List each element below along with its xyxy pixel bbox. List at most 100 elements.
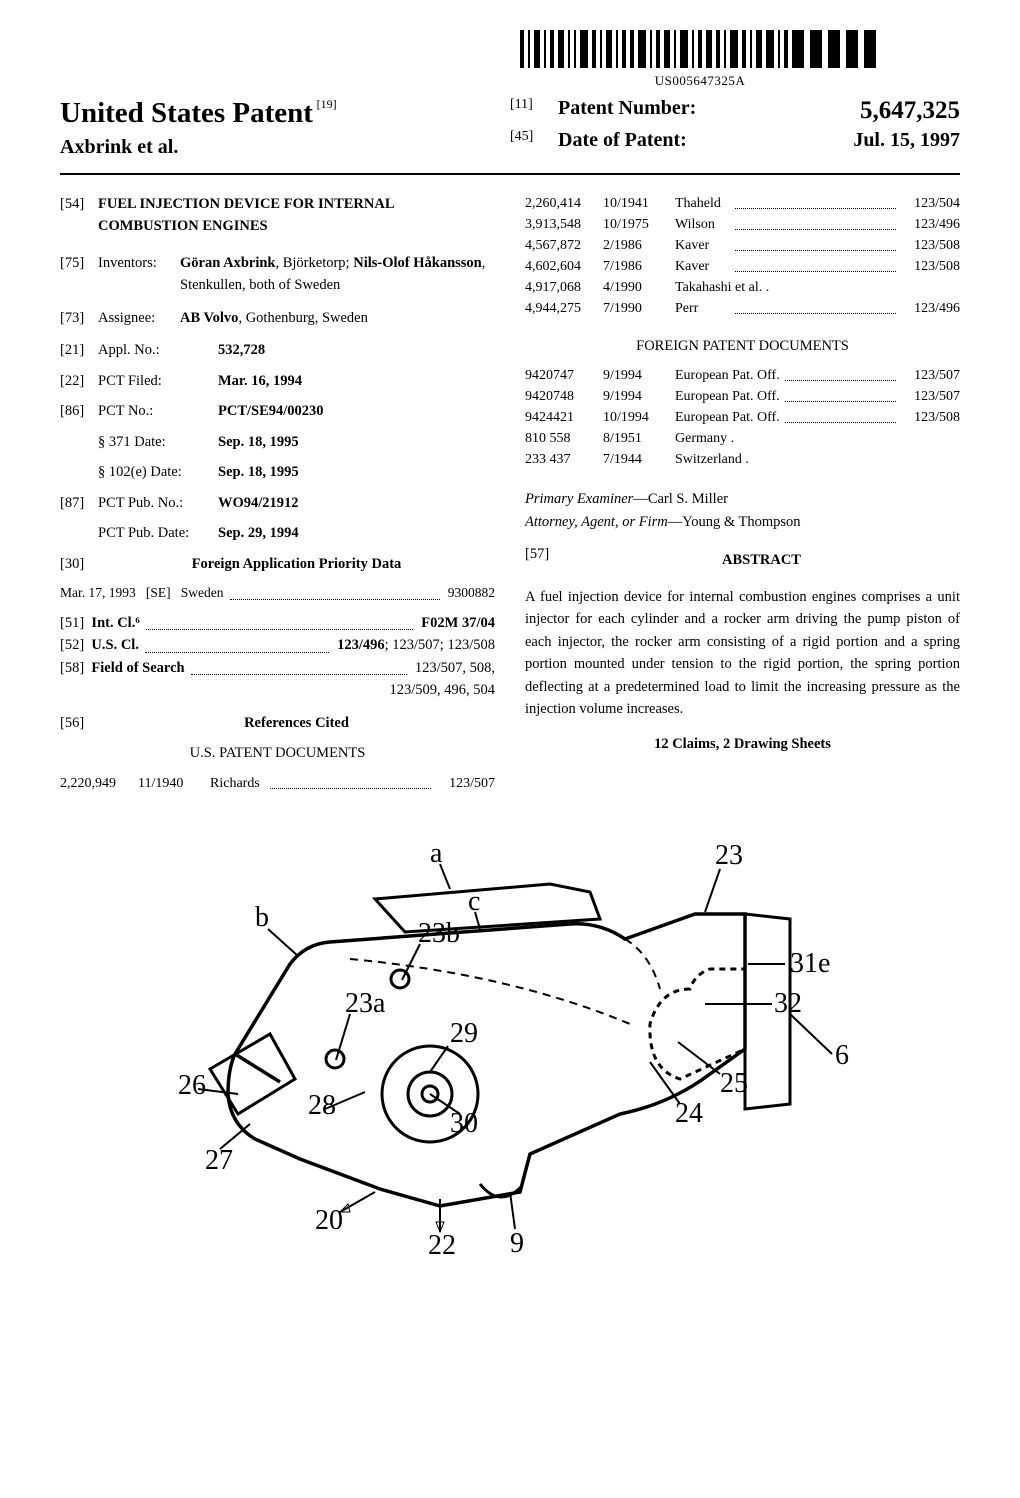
- patent-header: United States Patent [19] Axbrink et al.…: [60, 97, 960, 159]
- intcl-code: [51]: [60, 615, 84, 631]
- reference-row: 810 5588/1951Germany .: [525, 428, 960, 449]
- patent-figure: 23 31 e 32 25 24 6 26 27 23a 23b 29 30 2…: [60, 814, 960, 1299]
- usdocs-title: U.S. PATENT DOCUMENTS: [60, 742, 495, 764]
- svg-text:30: 30: [450, 1108, 478, 1139]
- s371-value: Sep. 18, 1995: [218, 431, 495, 453]
- svg-text:23: 23: [715, 840, 743, 871]
- invention-code: [54]: [60, 193, 98, 238]
- fp-number: 9300882: [444, 583, 495, 604]
- appl-code: [21]: [60, 339, 98, 361]
- title-code: [19]: [317, 97, 337, 111]
- pctno-label: PCT No.:: [98, 400, 218, 422]
- reference-row: 2,220,94911/1940Richards123/507: [60, 773, 495, 794]
- refs-title: References Cited: [98, 712, 495, 734]
- abstract-text: A fuel injection device for internal com…: [525, 586, 960, 721]
- claims-sheets: 12 Claims, 2 Drawing Sheets: [525, 733, 960, 755]
- inventor-header: Axbrink et al.: [60, 136, 510, 159]
- svg-text:b: b: [255, 902, 269, 933]
- intcl-label: Int. Cl.⁶: [91, 615, 139, 631]
- reference-row: 233 4377/1944Switzerland .: [525, 449, 960, 470]
- reference-row: 4,917,0684/1990Takahashi et al. .: [525, 277, 960, 298]
- refs-code: [56]: [60, 712, 98, 734]
- field-value2: 123/509, 496, 504: [60, 679, 495, 701]
- patent-date: Jul. 15, 1997: [760, 129, 960, 152]
- svg-text:a: a: [430, 838, 443, 869]
- reference-row: 942442110/1994European Pat. Off.123/508: [525, 407, 960, 428]
- pctfiled-code: [22]: [60, 370, 98, 392]
- reference-row: 4,944,2757/1990Perr123/496: [525, 298, 960, 319]
- uscl-label: U.S. Cl.: [91, 637, 139, 653]
- inventors-text: Göran Axbrink, Björketorp; Nils-Olof Håk…: [180, 252, 495, 297]
- assignee-code: [73]: [60, 307, 98, 329]
- svg-text:32: 32: [774, 988, 802, 1019]
- foreigndocs-title: FOREIGN PATENT DOCUMENTS: [525, 335, 960, 357]
- uscl-value: 123/496; 123/507; 123/508: [333, 634, 495, 656]
- svg-text:28: 28: [308, 1090, 336, 1121]
- right-column: 2,260,41410/1941Thaheld123/5043,913,5481…: [525, 193, 960, 794]
- field-value1: 123/507, 508,: [411, 657, 495, 679]
- s102e-label: § 102(e) Date:: [98, 461, 218, 483]
- biblio-columns: [54] FUEL INJECTION DEVICE FOR INTERNAL …: [60, 193, 960, 794]
- inventors-code: [75]: [60, 252, 98, 297]
- svg-text:6: 6: [835, 1040, 849, 1071]
- uscl-code: [52]: [60, 637, 84, 653]
- inventors-label: Inventors:: [98, 252, 180, 297]
- svg-text:25: 25: [720, 1068, 748, 1099]
- fp-date: Mar. 17, 1993 [SE] Sweden: [60, 583, 228, 604]
- examiner-label: Primary Examiner: [525, 491, 633, 507]
- barcode-block: US005647325A: [440, 30, 960, 89]
- field-code: [58]: [60, 660, 84, 676]
- appl-label: Appl. No.:: [98, 339, 218, 361]
- us-docs-right: 2,260,41410/1941Thaheld123/5043,913,5481…: [525, 193, 960, 319]
- pctpubno-label: PCT Pub. No.:: [98, 492, 218, 514]
- svg-text:29: 29: [450, 1018, 478, 1049]
- svg-text:31: 31: [790, 948, 818, 979]
- attorney-value: —Young & Thompson: [668, 514, 801, 530]
- assignee-text: AB Volvo, Gothenburg, Sweden: [180, 307, 495, 329]
- left-column: [54] FUEL INJECTION DEVICE FOR INTERNAL …: [60, 193, 495, 794]
- inventor-1: Göran Axbrink: [180, 255, 275, 271]
- pctpubno-value: WO94/21912: [218, 492, 495, 514]
- fp-title: Foreign Application Priority Data: [98, 553, 495, 575]
- pctpubno-code: [87]: [60, 492, 98, 514]
- foreign-docs: 94207479/1994European Pat. Off.123/50794…: [525, 365, 960, 470]
- svg-text:27: 27: [205, 1145, 233, 1176]
- svg-text:24: 24: [675, 1098, 703, 1129]
- invention-title: FUEL INJECTION DEVICE FOR INTERNAL COMBU…: [98, 193, 495, 238]
- assignee-label: Assignee:: [98, 307, 180, 329]
- pctpubdate-label: PCT Pub. Date:: [98, 522, 218, 544]
- svg-text:26: 26: [178, 1070, 206, 1101]
- attorney-label: Attorney, Agent, or Firm: [525, 514, 668, 530]
- pn-label: Patent Number:: [558, 97, 760, 125]
- patent-number: 5,647,325: [760, 97, 960, 125]
- svg-text:23b: 23b: [418, 918, 460, 949]
- reference-row: 2,260,41410/1941Thaheld123/504: [525, 193, 960, 214]
- examiner-value: —Carl S. Miller: [633, 491, 728, 507]
- inventor-2: Nils-Olof Håkansson: [353, 255, 482, 271]
- svg-text:22: 22: [428, 1230, 456, 1261]
- s371-label: § 371 Date:: [98, 431, 218, 453]
- reference-row: 4,567,8722/1986Kaver123/508: [525, 235, 960, 256]
- pctpubdate-value: Sep. 29, 1994: [218, 522, 495, 544]
- reference-row: 94207479/1994European Pat. Off.123/507: [525, 365, 960, 386]
- pn-code: [11]: [510, 97, 558, 125]
- pctfiled-value: Mar. 16, 1994: [218, 370, 495, 392]
- reference-row: 4,602,6047/1986Kaver123/508: [525, 256, 960, 277]
- reference-row: 3,913,54810/1975Wilson123/496: [525, 214, 960, 235]
- barcode-graphic: [520, 30, 880, 68]
- fp-code: [30]: [60, 553, 98, 575]
- abstract-code: [57]: [525, 543, 563, 577]
- header-divider: [60, 173, 960, 175]
- svg-text:e: e: [818, 948, 830, 979]
- main-title: United States Patent: [60, 97, 313, 129]
- intcl-value: F02M 37/04: [417, 612, 495, 634]
- svg-text:c: c: [468, 886, 480, 917]
- svg-text:23a: 23a: [345, 988, 386, 1019]
- us-docs-left: 2,220,94911/1940Richards123/507: [60, 773, 495, 794]
- reference-row: 94207489/1994European Pat. Off.123/507: [525, 386, 960, 407]
- field-label: Field of Search: [91, 660, 184, 676]
- pctno-value: PCT/SE94/00230: [218, 400, 495, 422]
- abstract-title: ABSTRACT: [563, 549, 960, 571]
- svg-text:20: 20: [315, 1205, 343, 1236]
- date-code: [45]: [510, 129, 558, 152]
